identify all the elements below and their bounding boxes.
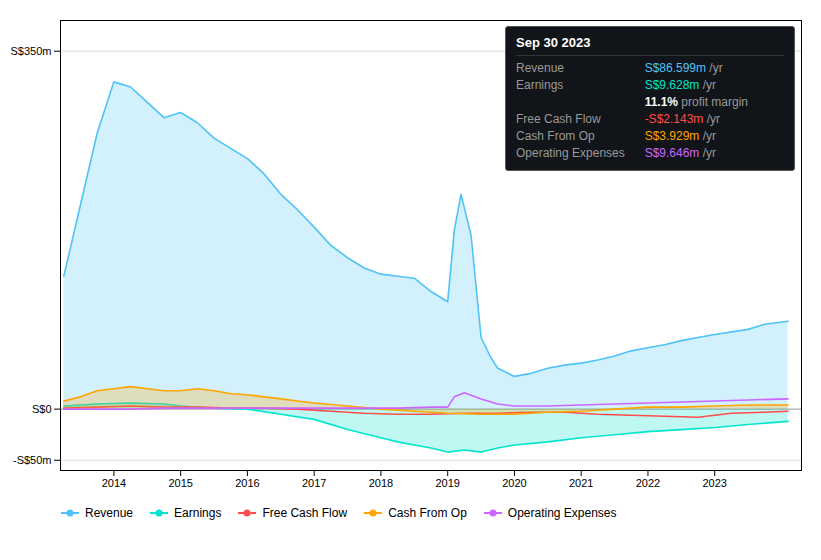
html-text:Operating Expenses: Operating Expenses bbox=[507, 506, 617, 520]
html-text:Earnings: Earnings bbox=[174, 506, 222, 520]
svg-text:2022: 2022 bbox=[636, 477, 660, 489]
svg-text:-S$50m: -S$50m bbox=[13, 454, 52, 466]
html-text:Revenue: Revenue bbox=[85, 506, 133, 520]
html-text:Free Cash Flow: Free Cash Flow bbox=[516, 112, 601, 126]
html-text:Cash From Op: Cash From Op bbox=[388, 506, 467, 520]
html-text:Cash From Op: Cash From Op bbox=[516, 129, 595, 143]
html-text:Earnings: Earnings bbox=[516, 78, 564, 92]
svg-text:S$350m: S$350m bbox=[11, 45, 52, 57]
svg-text:2021: 2021 bbox=[569, 477, 593, 489]
svg-text:2020: 2020 bbox=[502, 477, 526, 489]
svg-text:2017: 2017 bbox=[302, 477, 326, 489]
svg-text:2014: 2014 bbox=[102, 477, 126, 489]
html-text:11.1% profit margin: 11.1% profit margin bbox=[644, 95, 748, 109]
svg-text:2016: 2016 bbox=[235, 477, 259, 489]
svg-text:2019: 2019 bbox=[435, 477, 459, 489]
svg-text:2015: 2015 bbox=[168, 477, 192, 489]
svg-text:S$0: S$0 bbox=[32, 403, 52, 415]
html-text:Operating Expenses: Operating Expenses bbox=[516, 146, 625, 160]
svg-text:2023: 2023 bbox=[702, 477, 726, 489]
html-text:Free Cash Flow: Free Cash Flow bbox=[262, 506, 348, 520]
html-text:S$9.628m /yr: S$9.628m /yr bbox=[644, 78, 716, 92]
html-text:S$86.599m /yr: S$86.599m /yr bbox=[644, 61, 723, 75]
html-text:Revenue: Revenue bbox=[516, 61, 564, 75]
svg-text:2018: 2018 bbox=[369, 477, 393, 489]
html-text:Sep 30 2023: Sep 30 2023 bbox=[516, 35, 591, 50]
html-text:-S$2.143m /yr: -S$2.143m /yr bbox=[644, 112, 720, 126]
html-text:S$3.929m /yr: S$3.929m /yr bbox=[644, 129, 716, 143]
html-text:S$9.646m /yr: S$9.646m /yr bbox=[644, 146, 716, 160]
